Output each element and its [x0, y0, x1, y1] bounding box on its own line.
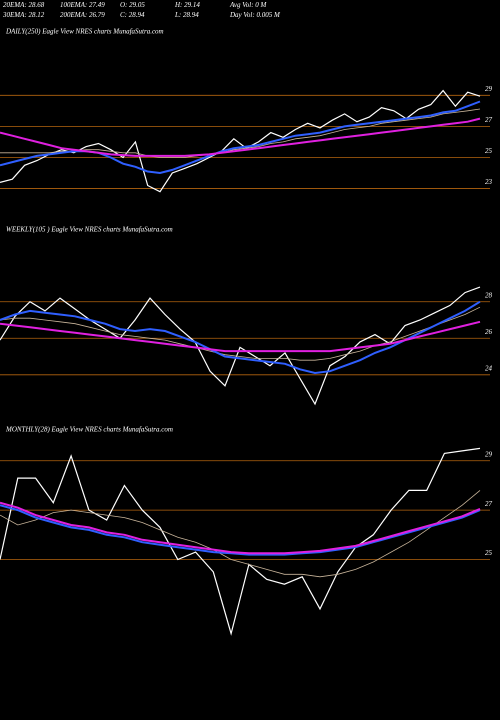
header-item: Avg Vol: 0 M: [230, 1, 267, 9]
series-line: [0, 286, 481, 406]
y-tick-label: 29: [485, 85, 493, 93]
header-item: O: 29.05: [120, 1, 145, 9]
chart-title: MONTHLY(28) Eagle View NRES charts Munaf…: [5, 426, 173, 434]
y-tick-label: 26: [485, 328, 493, 336]
header-item: H: 29.14: [175, 1, 200, 9]
series-line: [0, 117, 481, 157]
header-item: C: 28.94: [120, 11, 145, 19]
y-tick-label: 23: [485, 178, 493, 186]
y-tick-label: 27: [485, 116, 493, 124]
y-tick-label: 25: [485, 147, 493, 155]
series-line: [0, 89, 481, 193]
header-item: 30EMA: 28.12: [3, 11, 45, 19]
chart-title: WEEKLY(105 ) Eagle View NRES charts Muna…: [6, 226, 173, 234]
header-item: Day Vol: 0.005 M: [230, 11, 280, 19]
header-item: 20EMA: 28.68: [3, 1, 45, 9]
series-line: [0, 320, 481, 353]
series-line: [0, 300, 481, 375]
series-line: [0, 447, 481, 636]
series-line: [0, 306, 481, 361]
header-item: L: 28.94: [175, 11, 199, 19]
header-item: 200EMA: 26.79: [60, 11, 105, 19]
chart-title: DAILY(250) Eagle View NRES charts Munafa…: [5, 28, 164, 36]
y-tick-label: 27: [485, 500, 493, 508]
y-tick-label: 28: [485, 291, 493, 299]
series-line: [0, 504, 481, 556]
series-line: [0, 100, 481, 175]
series-line: [0, 490, 481, 578]
header-item: 100EMA: 27.49: [60, 1, 105, 9]
y-tick-label: 29: [485, 450, 493, 458]
series-line: [0, 501, 481, 555]
y-tick-label: 24: [485, 364, 493, 372]
y-tick-label: 25: [485, 549, 493, 557]
